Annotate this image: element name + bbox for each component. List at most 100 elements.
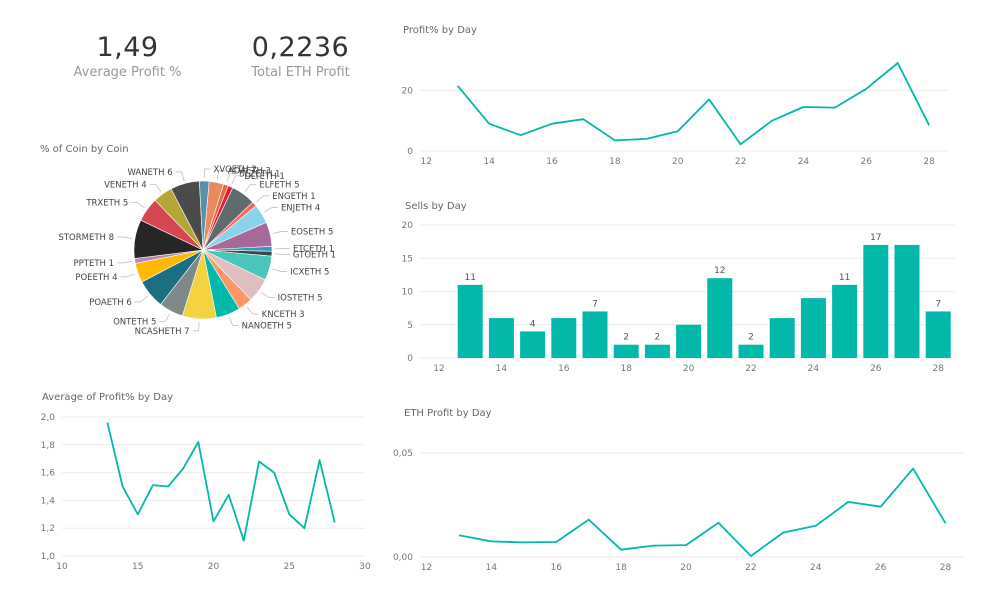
pie-slice-label: ETCETH 1 [293, 245, 334, 255]
sells-chart-title: Sells by Day [405, 201, 467, 212]
pie-slice-label: POAETH 6 [89, 298, 132, 308]
pie-leader-line [159, 313, 170, 323]
sells-bar [832, 284, 858, 358]
pie-slice-label: EOSETH 5 [291, 227, 334, 237]
sells-bar [676, 324, 702, 358]
pie-slice-label: ELFETH 5 [259, 180, 299, 190]
pie-leader-line [203, 168, 211, 179]
sells-bar [582, 311, 608, 358]
sells-data-label: 7 [592, 299, 598, 309]
avg-profit-xtick-label: 25 [284, 562, 295, 572]
eth-profit-ytick-label: 0,05 [393, 449, 413, 459]
sells-xtick-label: 16 [558, 364, 570, 374]
pie-slice-label: NANOETH 5 [242, 321, 292, 331]
profit-pct-xtick-label: 26 [861, 157, 873, 167]
pie-slice-label: ENGETH 1 [272, 192, 315, 202]
sells-bar [707, 278, 733, 358]
pie-slice-label: WANETH 6 [127, 168, 172, 178]
pie-slice-label: VENETH 4 [104, 180, 147, 190]
pie-slice-label: ONTETH 5 [113, 318, 156, 328]
kpi-average-profit-label: Average Profit % [73, 65, 182, 80]
kpi-total-eth-profit: 0,2236 Total ETH Profit [238, 32, 363, 80]
sells-xtick-label: 20 [683, 364, 695, 374]
avg-profit-ytick-label: 1,6 [41, 469, 56, 479]
sells-bar [613, 344, 639, 358]
pie-slice-label: XVGETH 2 [214, 165, 257, 175]
pie-slice-label: GTOETH 1 [293, 250, 336, 260]
pie-slice-label: DLTETH 1 [244, 172, 284, 182]
pie-leader-line [149, 183, 162, 192]
sells-xtick-label: 28 [932, 364, 944, 374]
sells-xtick-label: 18 [620, 364, 632, 374]
pie-leader-line [274, 253, 290, 255]
sells-ytick-label: 10 [402, 288, 414, 298]
pie-leader-line [117, 261, 132, 264]
eth-profit-xtick-label: 28 [940, 563, 952, 573]
sells-data-label: 4 [530, 319, 536, 329]
pie-leader-line [175, 171, 185, 181]
sells-bar [925, 311, 951, 358]
profit-pct-xtick-label: 12 [421, 157, 432, 167]
avg-profit-xtick-label: 15 [132, 562, 143, 572]
profit-pct-xtick-label: 28 [923, 157, 935, 167]
eth-profit-xtick-label: 24 [810, 563, 822, 573]
sells-bar [520, 331, 546, 358]
sells-data-label: 2 [623, 333, 629, 343]
sells-xtick-label: 22 [745, 364, 756, 374]
pie-slice-label: PPTETH 1 [74, 259, 115, 269]
eth-profit-xtick-label: 12 [421, 563, 432, 573]
avg-profit-chart-title: Average of Profit% by Day [42, 392, 174, 403]
sells-bar [488, 318, 514, 358]
pie-leader-line [273, 231, 288, 234]
eth-profit-series-line [458, 467, 947, 557]
pie-leader-line [231, 175, 242, 185]
sells-data-label: 7 [935, 299, 941, 309]
eth-profit-xtick-label: 14 [486, 563, 498, 573]
avg-profit-ytick-label: 1,4 [41, 496, 56, 506]
profit-pct-xtick-label: 16 [546, 157, 558, 167]
kpi-total-eth-profit-value: 0,2236 [251, 32, 350, 63]
avg-profit-ytick-label: 1,0 [41, 552, 56, 562]
sells-data-label: 17 [870, 233, 881, 243]
sells-ytick-label: 15 [402, 254, 413, 264]
pie-leader-line [120, 273, 136, 278]
eth-profit-xtick-label: 20 [680, 563, 692, 573]
avg-profit-xtick-label: 30 [359, 562, 371, 572]
pie-slice-label: IOSTETH 5 [278, 293, 323, 303]
profit-pct-xtick-label: 14 [483, 157, 495, 167]
eth-profit-xtick-label: 18 [615, 563, 627, 573]
pie-leader-line [272, 268, 288, 272]
pie-leader-line [244, 183, 257, 192]
avg-profit-ytick-label: 1,8 [41, 441, 56, 451]
pie-slice-label: ADAETH 3 [228, 167, 271, 177]
pie-slice-label: ICXETH 5 [290, 267, 329, 277]
profit-pct-xtick-label: 18 [609, 157, 621, 167]
sells-data-label: 2 [655, 333, 661, 343]
sells-xtick-label: 26 [870, 364, 882, 374]
pie-leader-line [226, 173, 236, 183]
pie-leader-line [216, 170, 225, 180]
pie-slice [199, 180, 210, 251]
profit-pct-xtick-label: 24 [798, 157, 810, 167]
pie-slice-label: STORMETH 8 [58, 233, 114, 243]
sells-xtick-label: 14 [496, 364, 508, 374]
sells-xtick-label: 12 [433, 364, 444, 374]
avg-profit-ytick-label: 2,0 [41, 413, 56, 423]
pie-leader-line [256, 195, 270, 203]
sells-bar [863, 244, 889, 358]
avg-profit-ytick-label: 1,2 [41, 524, 55, 534]
sells-ytick-label: 5 [407, 321, 413, 331]
sells-xtick-label: 24 [808, 364, 820, 374]
profit-pct-xtick-label: 20 [672, 157, 684, 167]
avg-profit-xtick-label: 20 [208, 562, 220, 572]
pie-leader-line [228, 316, 239, 326]
pie-slice-label: BLZETH 1 [239, 170, 280, 180]
eth-profit-xtick-label: 22 [745, 563, 756, 573]
kpi-average-profit: 1,49 Average Profit % [60, 32, 195, 80]
sells-data-label: 11 [464, 273, 475, 283]
pie-leader-line [117, 236, 132, 239]
profit-pct-ytick-label: 0 [407, 147, 413, 157]
pie-slice-label: NCASHETH 7 [135, 327, 190, 337]
sells-data-label: 2 [748, 333, 754, 343]
